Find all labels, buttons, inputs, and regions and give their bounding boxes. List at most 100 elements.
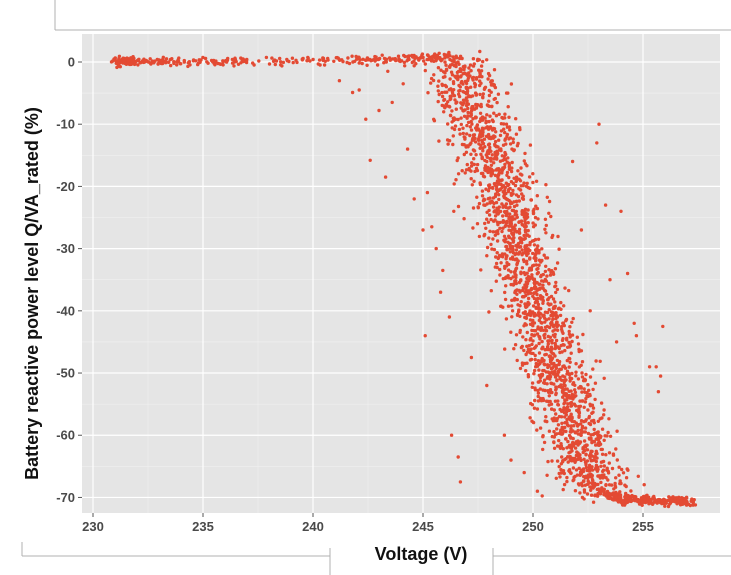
data-point xyxy=(545,473,549,477)
data-point xyxy=(504,91,509,95)
data-point xyxy=(469,164,474,168)
data-point xyxy=(491,119,495,124)
data-point xyxy=(446,122,450,126)
data-point xyxy=(509,191,513,196)
data-point xyxy=(513,290,517,295)
data-point xyxy=(520,266,525,270)
data-point xyxy=(633,494,637,499)
data-point xyxy=(504,317,509,321)
data-point xyxy=(607,451,612,455)
data-point xyxy=(600,416,604,420)
data-point xyxy=(169,63,173,68)
data-point xyxy=(531,172,535,176)
data-point xyxy=(306,56,310,60)
data-point xyxy=(475,123,480,127)
data-point xyxy=(471,133,476,137)
data-point xyxy=(656,390,661,394)
data-point xyxy=(531,339,535,343)
data-point xyxy=(579,385,583,389)
data-point xyxy=(561,343,565,347)
data-point xyxy=(495,239,500,243)
data-point xyxy=(547,268,551,272)
data-point xyxy=(471,117,475,121)
data-point xyxy=(423,68,427,73)
data-point xyxy=(494,230,498,234)
data-point xyxy=(562,364,566,368)
data-point xyxy=(675,502,679,506)
data-point xyxy=(585,448,590,452)
data-point xyxy=(335,56,339,60)
data-point xyxy=(436,66,441,70)
data-point xyxy=(531,294,535,298)
data-point xyxy=(528,358,533,362)
data-point xyxy=(533,386,537,390)
data-point xyxy=(568,360,572,364)
data-point xyxy=(523,283,527,287)
data-point xyxy=(593,431,597,436)
data-point xyxy=(474,76,479,80)
data-point xyxy=(504,122,509,126)
data-point xyxy=(556,423,561,427)
data-point xyxy=(479,143,483,148)
data-point xyxy=(455,100,459,104)
data-point xyxy=(432,73,436,77)
data-point xyxy=(544,279,548,283)
data-point xyxy=(281,60,286,65)
data-point xyxy=(586,476,590,480)
data-point xyxy=(629,489,633,493)
data-point xyxy=(460,102,464,106)
data-point xyxy=(561,487,565,492)
data-point xyxy=(494,114,499,118)
data-point xyxy=(571,397,575,401)
data-point xyxy=(545,376,549,380)
data-point xyxy=(469,69,473,73)
data-point xyxy=(491,126,496,131)
data-point xyxy=(452,94,457,98)
data-point xyxy=(512,148,516,153)
data-point xyxy=(555,459,560,463)
data-point xyxy=(480,115,484,119)
data-point xyxy=(432,59,436,63)
data-point xyxy=(488,147,492,152)
data-point xyxy=(476,205,480,209)
data-point xyxy=(593,467,598,471)
data-point xyxy=(577,466,581,470)
data-point xyxy=(300,57,304,61)
data-point xyxy=(507,165,511,169)
data-point xyxy=(485,254,489,258)
data-point xyxy=(568,418,573,422)
data-point xyxy=(456,455,460,459)
data-point xyxy=(615,429,619,433)
data-point xyxy=(524,302,528,307)
data-point xyxy=(496,222,500,227)
data-point xyxy=(524,338,528,342)
data-point xyxy=(588,469,592,473)
data-point xyxy=(589,493,594,497)
data-point xyxy=(465,144,469,148)
data-point xyxy=(550,459,554,463)
data-point xyxy=(510,201,514,205)
y-tick-label: -70 xyxy=(56,490,75,505)
data-point xyxy=(537,307,541,311)
data-point xyxy=(630,498,634,503)
data-point xyxy=(542,313,546,318)
data-point xyxy=(353,59,357,63)
data-point xyxy=(520,222,524,227)
data-point xyxy=(480,156,484,161)
data-point xyxy=(556,345,560,349)
data-point xyxy=(244,60,249,65)
data-point xyxy=(621,471,626,475)
data-point xyxy=(569,404,573,408)
data-point xyxy=(425,57,429,62)
data-point xyxy=(406,54,410,59)
data-point xyxy=(598,436,602,440)
data-point xyxy=(569,424,573,428)
data-point xyxy=(489,136,493,141)
data-point xyxy=(495,251,499,255)
data-point xyxy=(618,481,622,486)
data-point xyxy=(571,478,575,483)
data-point xyxy=(555,261,560,265)
data-point xyxy=(516,310,521,314)
data-point xyxy=(556,403,561,407)
data-point xyxy=(557,384,561,389)
